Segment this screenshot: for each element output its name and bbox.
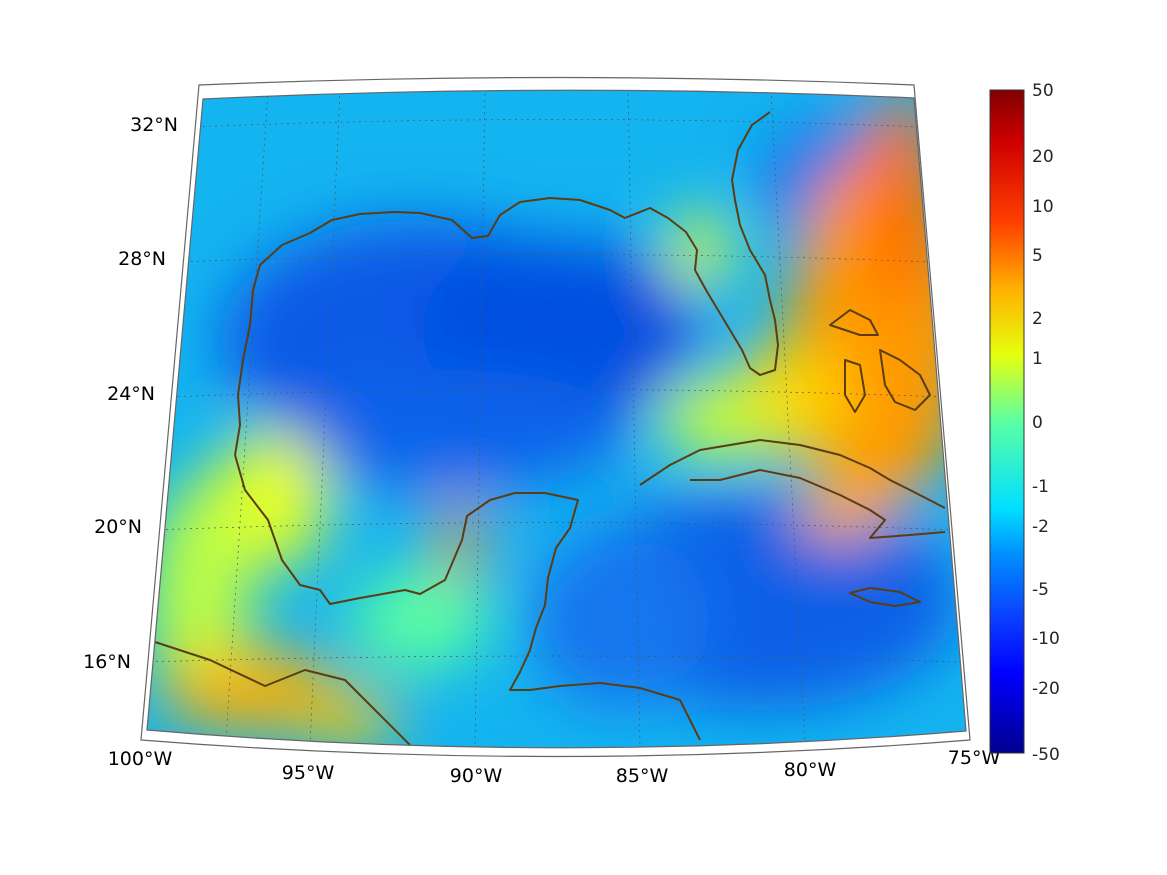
lon-label: 90°W (450, 765, 503, 787)
lat-label: 32°N (130, 114, 178, 136)
colorbar-tick: -20 (1032, 679, 1060, 699)
lon-label: 100°W (108, 748, 173, 770)
colorbar-tick: 1 (1032, 349, 1043, 369)
colorbar-tick: 50 (1032, 81, 1054, 101)
lat-label: 16°N (83, 651, 131, 673)
colorbar: 50 20 10 5 2 1 0 -1 -2 -5 -10 -20 -50 (989, 81, 1060, 765)
colorbar-tick: -50 (1032, 745, 1060, 765)
colorbar-tick: -2 (1032, 517, 1049, 537)
latitude-labels: 32°N 28°N 24°N 20°N 16°N (83, 114, 178, 673)
lon-label: 85°W (616, 765, 669, 787)
lat-label: 20°N (94, 516, 142, 538)
colorbar-gradient (989, 89, 1025, 754)
longitude-labels: 100°W 95°W 90°W 85°W 80°W 75°W (108, 747, 1001, 787)
lat-label: 24°N (107, 383, 155, 405)
graticule (147, 90, 963, 748)
colorbar-tick: 5 (1032, 246, 1043, 266)
lon-label: 80°W (784, 759, 837, 781)
lat-label: 28°N (118, 248, 166, 270)
colorbar-tick: -5 (1032, 580, 1049, 600)
lon-label: 95°W (282, 762, 335, 784)
coastlines (154, 111, 946, 746)
colorbar-tick: -1 (1032, 477, 1049, 497)
colorbar-tick: -10 (1032, 629, 1060, 649)
colorbar-tick: 10 (1032, 197, 1054, 217)
lon-label: 75°W (948, 747, 1001, 769)
data-field (147, 90, 966, 748)
map-frame (140, 76, 971, 758)
colorbar-tick: 2 (1032, 309, 1043, 329)
colorbar-tick: 0 (1032, 413, 1043, 433)
colorbar-tick: 20 (1032, 147, 1054, 167)
